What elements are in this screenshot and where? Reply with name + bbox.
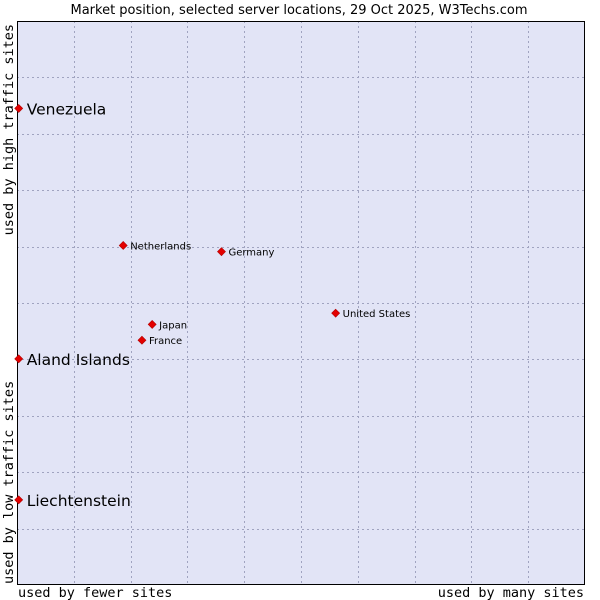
point-label: Japan	[158, 320, 187, 331]
point-label: Aland Islands	[27, 351, 130, 369]
point-marker	[14, 495, 24, 505]
data-point-liechtenstein: Liechtenstein	[14, 492, 131, 510]
grid-lines	[17, 21, 585, 585]
point-marker	[14, 103, 24, 113]
point-label: Germany	[228, 248, 274, 259]
point-label: Netherlands	[130, 241, 191, 252]
plot-frame	[17, 21, 585, 585]
data-point-united-states: United States	[331, 308, 411, 320]
point-marker	[217, 247, 226, 257]
x-axis-label-left: used by fewer sites	[18, 585, 172, 600]
x-axis-label-right: used by many sites	[438, 585, 584, 600]
data-point-netherlands: Netherlands	[118, 241, 191, 252]
data-points: Venezuela Netherlands Germany United States…	[14, 100, 411, 510]
point-marker	[118, 241, 128, 250]
data-point-aland-islands: Aland Islands	[14, 351, 130, 369]
data-point-germany: Germany	[217, 247, 275, 259]
point-label: United States	[343, 309, 411, 320]
y-axis-label-bottom: used by low traffic sites	[1, 381, 17, 584]
point-marker	[147, 320, 157, 329]
data-point-france: France	[137, 335, 182, 347]
point-label: Liechtenstein	[27, 492, 131, 510]
point-marker	[137, 335, 147, 345]
data-point-japan: Japan	[147, 320, 187, 331]
point-marker	[331, 308, 341, 318]
point-label: France	[149, 336, 182, 347]
y-axis-label-top: used by high traffic sites	[1, 24, 17, 235]
data-point-venezuela: Venezuela	[14, 100, 107, 118]
point-label: Venezuela	[27, 100, 107, 118]
chart-title: Market position, selected server locatio…	[70, 3, 527, 18]
point-marker	[14, 354, 24, 364]
